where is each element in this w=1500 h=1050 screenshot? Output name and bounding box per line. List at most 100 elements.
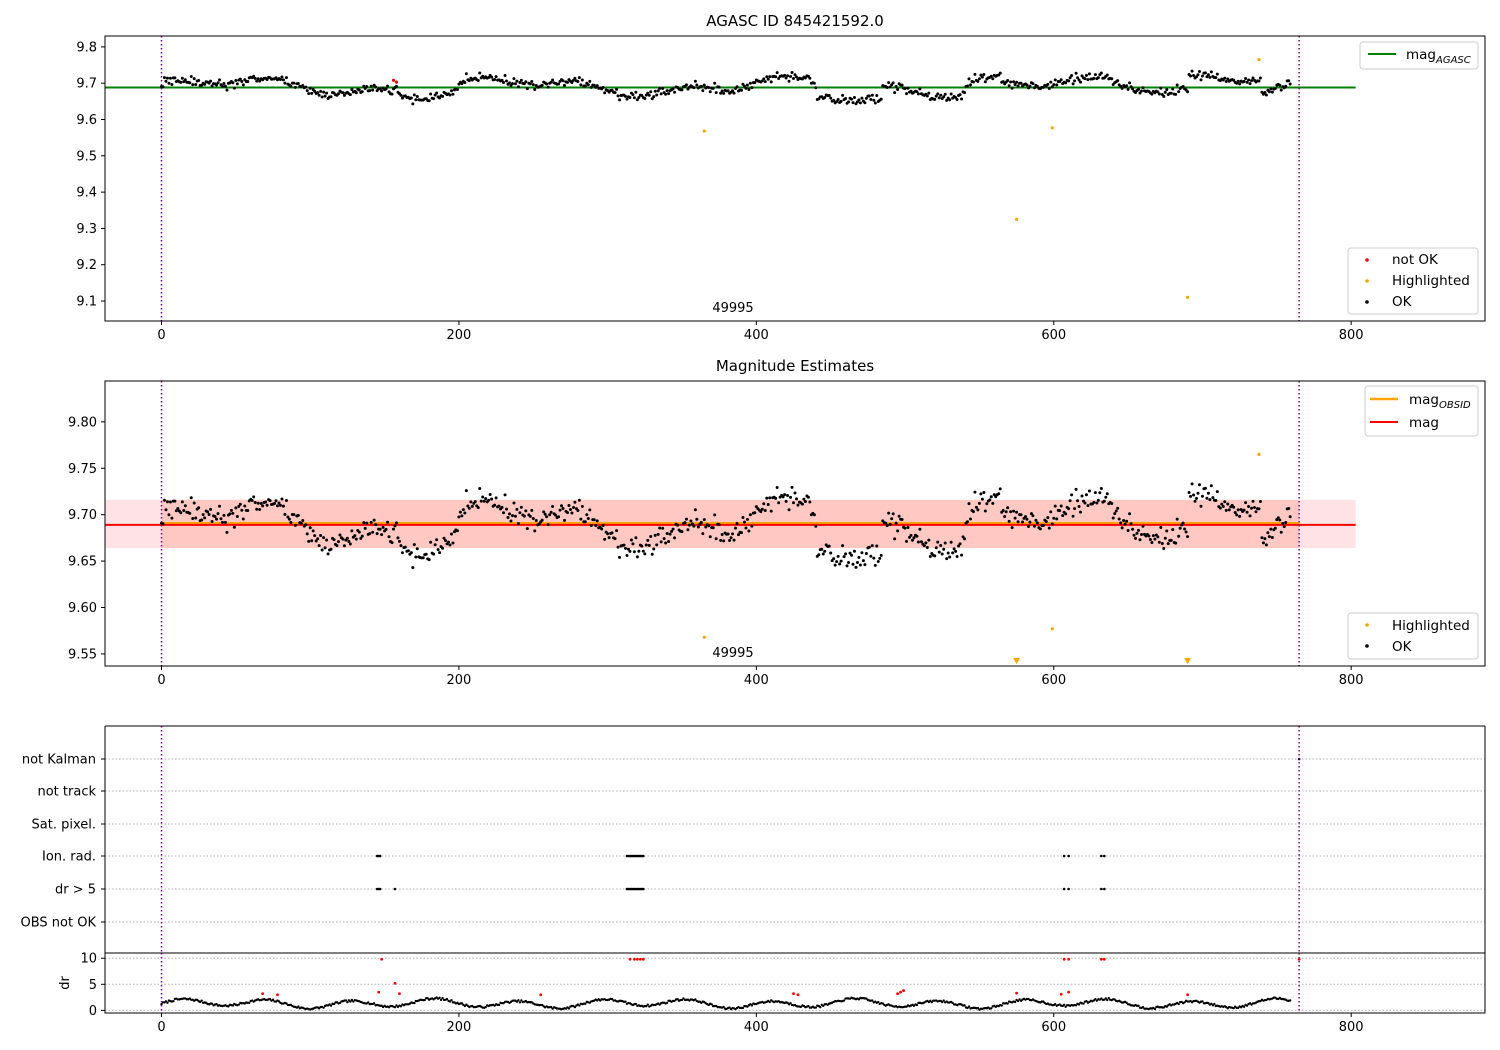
ok-point [441, 546, 445, 550]
ok-point [353, 534, 357, 538]
ok-point [948, 98, 952, 102]
ok-point [427, 99, 431, 103]
p4-ytick-label: 0 [89, 1004, 97, 1019]
ok-point [1287, 506, 1291, 510]
ok-point [634, 536, 638, 540]
dr-red-point [1062, 957, 1066, 961]
ok-point [1092, 500, 1096, 504]
ok-point [225, 88, 229, 92]
ok-point [1068, 499, 1072, 503]
ok-point [240, 508, 244, 512]
dr-point [1213, 1002, 1216, 1006]
ok-point [643, 552, 647, 556]
dr-point [413, 1001, 416, 1005]
ok-point [466, 504, 470, 508]
ok-point [283, 512, 287, 516]
ok-point [625, 554, 629, 558]
ok-point [885, 85, 889, 89]
dr-point [231, 1004, 235, 1007]
ok-point [629, 538, 633, 542]
ok-point [989, 74, 993, 78]
dr-point [578, 1004, 581, 1007]
ok-point [977, 77, 981, 81]
ok-point [460, 82, 464, 86]
ok-point [256, 77, 260, 81]
ok-point [336, 540, 340, 544]
ok-point [616, 545, 620, 549]
ok-point [1147, 534, 1151, 538]
ok-point [748, 81, 752, 85]
ok-point [378, 87, 382, 91]
ok-point [369, 84, 373, 88]
p2-ytick-label: 9.65 [68, 555, 97, 570]
highlighted-point [1257, 57, 1261, 62]
ok-point [787, 508, 791, 512]
ok-point [821, 552, 825, 556]
ok-point [308, 526, 312, 530]
ok-point [1029, 512, 1033, 516]
highlighted-point [1257, 452, 1261, 456]
ok-point [1083, 77, 1087, 81]
ok-point [545, 82, 549, 86]
legend-mag: mag [1409, 415, 1439, 431]
ok-point [652, 547, 656, 551]
ok-point [927, 538, 931, 542]
ok-point [848, 551, 852, 555]
ok-point [919, 540, 923, 544]
ok-point [246, 80, 250, 84]
ok-point [676, 523, 680, 527]
ok-point [481, 495, 485, 499]
legend-highlighted: Highlighted [1392, 273, 1470, 289]
ok-point [342, 544, 346, 548]
ok-point [1141, 524, 1145, 528]
dr-point [786, 1001, 789, 1005]
ok-point [359, 536, 363, 540]
ok-point [1021, 520, 1025, 524]
ok-point [1279, 530, 1283, 534]
ok-point [528, 82, 532, 86]
ok-point [1084, 73, 1088, 77]
ok-point [973, 72, 977, 76]
ok-point [847, 561, 851, 565]
ok-point [991, 77, 995, 81]
ok-point [1251, 499, 1255, 503]
ok-point [872, 556, 876, 560]
dr-point [673, 999, 676, 1003]
p1-xtick-label: 0 [157, 328, 165, 343]
panel2-legend-points: Highlighted OK [1347, 612, 1479, 660]
ok-point [234, 79, 238, 83]
ok-point [1068, 76, 1072, 80]
ok-point [534, 518, 538, 522]
ok-point [490, 75, 494, 79]
ok-point [429, 540, 433, 544]
ok-point [243, 504, 247, 508]
ok-point [626, 547, 630, 551]
ok-point [209, 79, 213, 83]
ok-point [1163, 536, 1167, 540]
ok-point [319, 89, 323, 93]
ok-point [991, 501, 995, 505]
ok-point [576, 508, 580, 512]
flag-point [378, 854, 382, 858]
ok-point [432, 97, 436, 101]
ok-point [577, 498, 581, 502]
ok-point [1053, 78, 1057, 82]
ok-point [812, 513, 816, 517]
ok-point [167, 81, 171, 85]
ok-point [1206, 73, 1210, 77]
ok-point [449, 532, 453, 536]
dr-point [1016, 999, 1020, 1003]
dr-point [1000, 1004, 1003, 1007]
ok-point [1174, 541, 1178, 545]
dr-point [1242, 1005, 1246, 1008]
ok-point [1041, 85, 1045, 89]
dr-point [1177, 1002, 1180, 1006]
ok-point [573, 76, 577, 80]
ok-point [1205, 496, 1209, 500]
ok-point [720, 89, 724, 93]
ok-point [864, 552, 868, 556]
ok-point [806, 495, 810, 499]
ok-point [786, 494, 790, 498]
ok-point [180, 500, 184, 504]
dr-point [1107, 996, 1110, 1000]
